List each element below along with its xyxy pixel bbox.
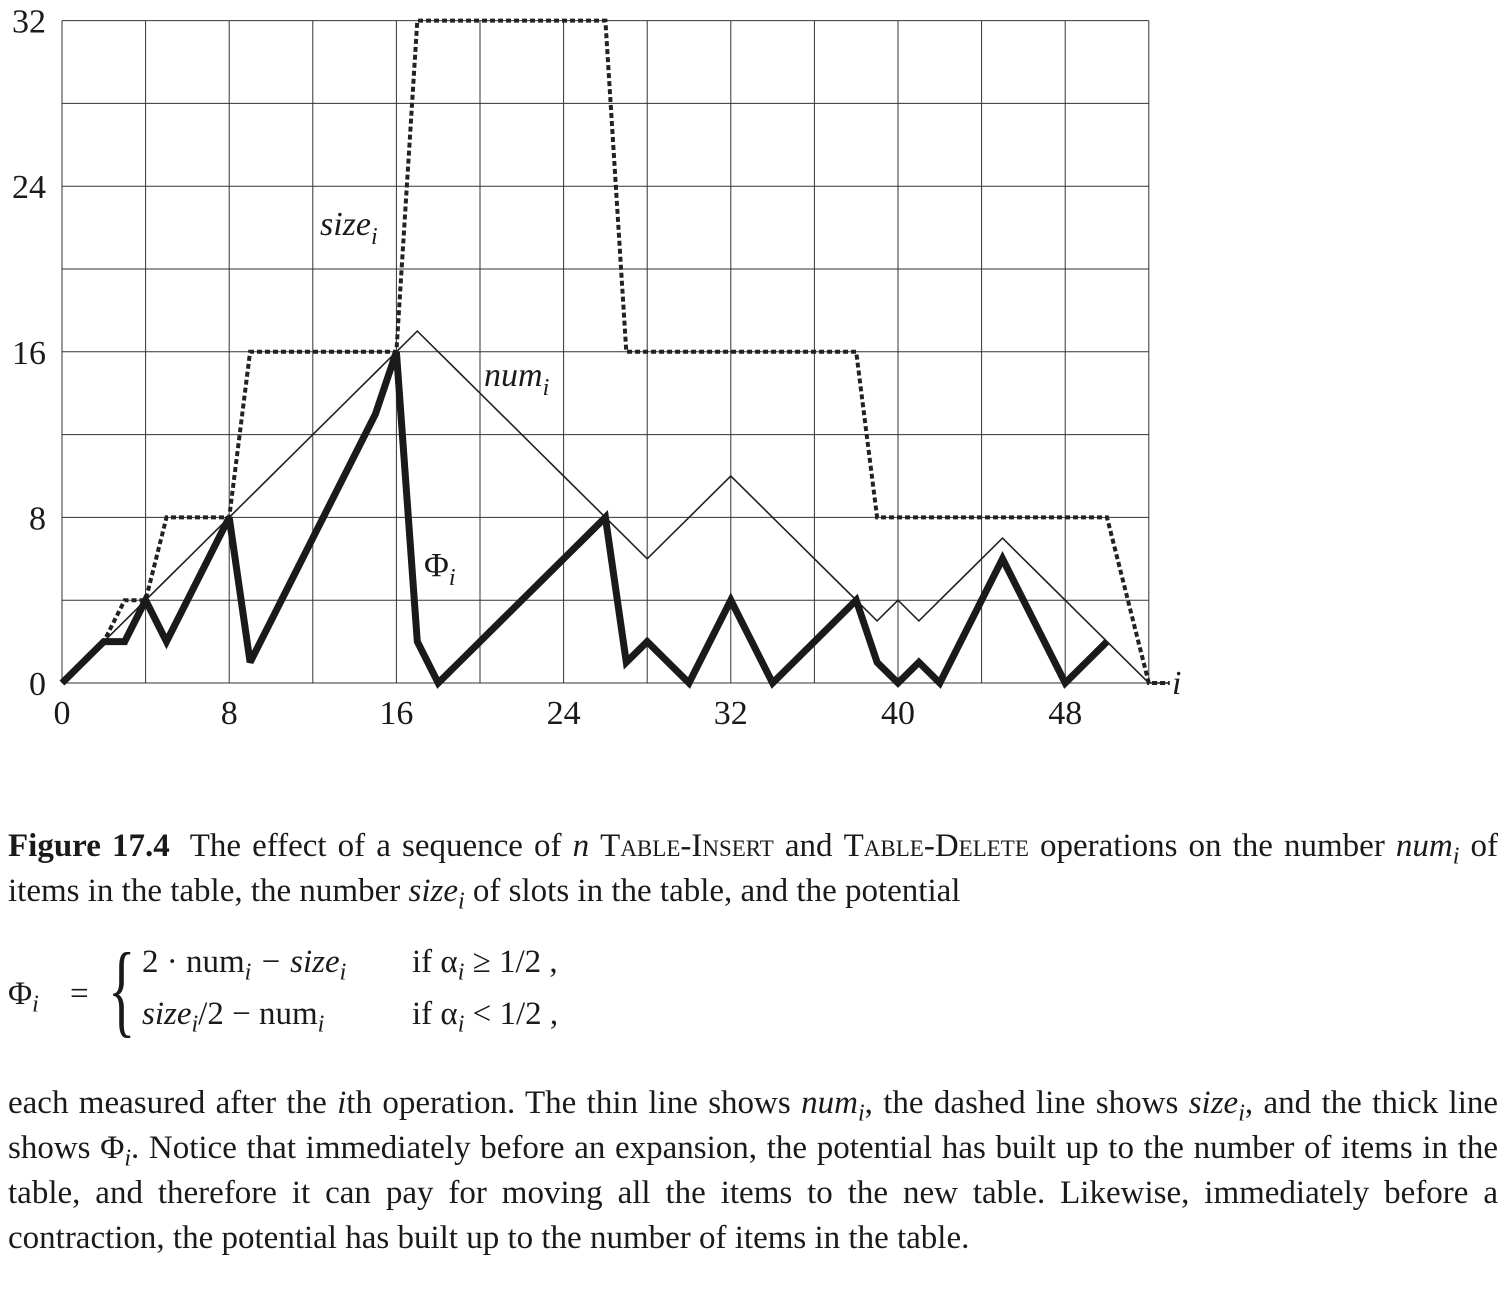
figure-label: Figure 17.4 xyxy=(8,828,170,864)
x-tick-label: 8 xyxy=(221,695,238,732)
series-thin-line xyxy=(61,329,1170,684)
caption-op-insert: Table-Insert xyxy=(600,828,774,864)
caption-var-num: num xyxy=(1395,828,1453,864)
x-tick-label: 0 xyxy=(54,695,71,732)
formula-case-2-expr: sizei/2 − numi xyxy=(142,996,325,1038)
caption-text: operations on the number xyxy=(1028,828,1396,864)
formula-case-1-expr: 2 · numi − sizei xyxy=(142,944,347,986)
chart-ticks: 0 8 16 24 32 40 48 0 8 16 24 32 xyxy=(12,4,1082,732)
caption-op-delete: Table-Delete xyxy=(843,828,1029,864)
caption-var-n: n xyxy=(572,828,590,864)
x-axis-label: i xyxy=(1172,665,1181,702)
y-tick-label: 32 xyxy=(12,4,46,41)
potential-formula: Φi = { 2 · numi − sizei if αi ≥ 1/2 , si… xyxy=(8,938,808,1054)
phi-series-label: Φi xyxy=(424,547,456,591)
x-tick-label: 16 xyxy=(379,695,413,732)
formula-case-2-cond: if αi < 1/2 , xyxy=(412,996,559,1038)
caption-var-size: size xyxy=(408,873,458,909)
caption-text: of slots in the table, and the potential xyxy=(464,873,961,909)
caption-intro: Figure 17.4 The effect of a sequence of n… xyxy=(8,828,1498,915)
chart: 0 8 16 24 32 40 48 0 8 16 24 32 i sizei numi Φi xyxy=(12,4,1181,732)
caption-text: and xyxy=(773,828,844,864)
x-tick-label: 40 xyxy=(881,695,915,732)
series-thick-line xyxy=(59,350,1110,689)
formula-brace: { xyxy=(108,932,136,1047)
chart-series xyxy=(59,18,1170,689)
caption-text: The effect of a sequence of xyxy=(189,828,573,864)
x-tick-label: 32 xyxy=(714,695,748,732)
size-series-label: sizei xyxy=(320,206,378,250)
formula-equals: = xyxy=(70,976,89,1012)
formula-case-1-cond: if αi ≥ 1/2 , xyxy=(412,944,558,986)
x-tick-label: 48 xyxy=(1048,695,1082,732)
y-tick-label: 16 xyxy=(12,335,46,372)
series-dashed-line xyxy=(60,18,1170,685)
num-series-label: numi xyxy=(484,357,549,401)
caption-text: of items in the table, the number xyxy=(8,828,1498,909)
y-tick-label: 24 xyxy=(12,169,46,206)
x-tick-label: 24 xyxy=(547,695,581,732)
y-tick-label: 0 xyxy=(29,666,46,703)
y-tick-label: 8 xyxy=(29,500,46,537)
caption-explanation: each measured after the ith operation. T… xyxy=(8,1085,1499,1256)
formula-lhs: Φi xyxy=(8,976,39,1018)
chart-grid xyxy=(61,20,1150,684)
